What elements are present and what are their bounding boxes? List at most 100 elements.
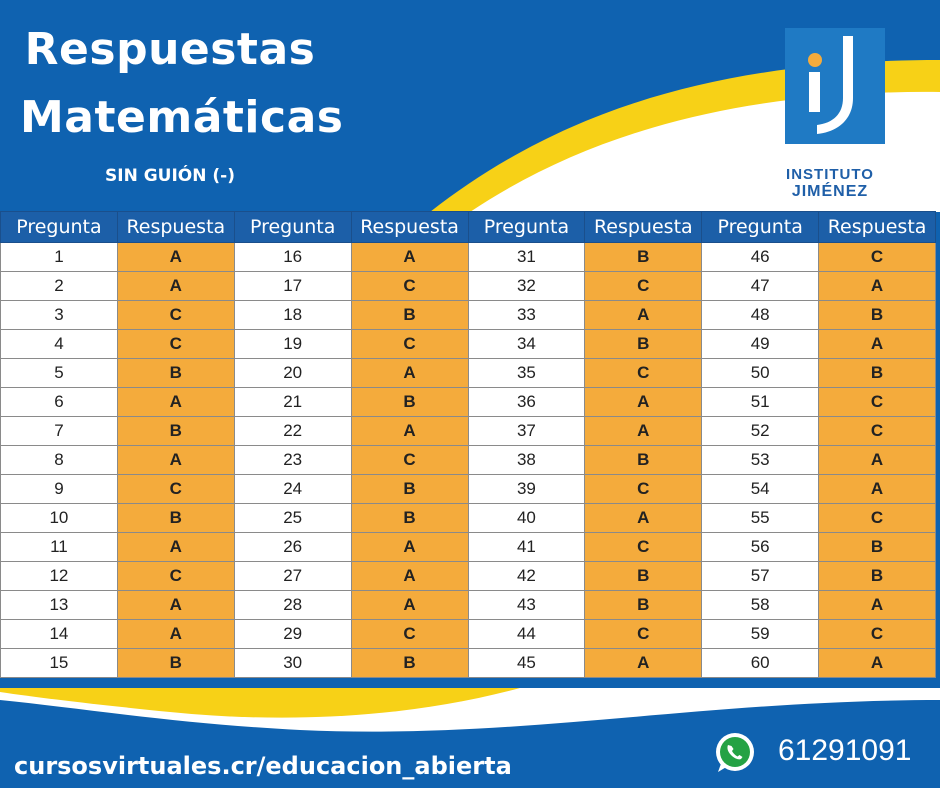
table-row: 5 B 20 A 35 C 50 B — [0, 358, 936, 388]
column-header: Respuesta — [350, 211, 469, 243]
question-number-cell: 30 — [233, 648, 352, 678]
answer-cell: B — [584, 242, 703, 272]
question-number-cell: 27 — [233, 561, 352, 591]
question-number-cell: 56 — [701, 532, 820, 562]
answer-cell: A — [584, 648, 703, 678]
question-number-cell: 12 — [0, 561, 118, 591]
phone-number[interactable]: 61291091 — [778, 734, 912, 767]
question-number-cell: 60 — [701, 648, 820, 678]
question-number-cell: 9 — [0, 474, 118, 504]
answer-cell: A — [350, 590, 469, 620]
answer-cell: B — [116, 416, 235, 446]
question-number-cell: 37 — [467, 416, 586, 446]
answer-cell: A — [818, 590, 936, 620]
answer-cell: C — [818, 619, 936, 649]
answer-cell: B — [116, 648, 235, 678]
answer-cell: C — [350, 445, 469, 475]
question-number-cell: 55 — [701, 503, 820, 533]
question-number-cell: 32 — [467, 271, 586, 301]
table-row: 6 A 21 B 36 A 51 C — [0, 387, 936, 417]
answer-cell: C — [584, 532, 703, 562]
answer-cell: A — [584, 416, 703, 446]
answer-cell: B — [116, 503, 235, 533]
answer-cell: A — [818, 271, 936, 301]
question-number-cell: 19 — [233, 329, 352, 359]
question-number-cell: 25 — [233, 503, 352, 533]
question-number-cell: 38 — [467, 445, 586, 475]
question-number-cell: 58 — [701, 590, 820, 620]
question-number-cell: 22 — [233, 416, 352, 446]
question-number-cell: 39 — [467, 474, 586, 504]
answer-cell: A — [350, 532, 469, 562]
answer-cell: A — [584, 300, 703, 330]
answer-cell: B — [350, 300, 469, 330]
column-header: Respuesta — [818, 211, 936, 243]
answer-cell: A — [116, 532, 235, 562]
table-row: 9 C 24 B 39 C 54 A — [0, 474, 936, 504]
answer-cell: C — [818, 503, 936, 533]
answer-cell: A — [116, 590, 235, 620]
answer-cell: B — [350, 387, 469, 417]
footer-url[interactable]: cursosvirtuales.cr/educacion_abierta — [14, 752, 512, 780]
question-number-cell: 8 — [0, 445, 118, 475]
question-number-cell: 13 — [0, 590, 118, 620]
answer-cell: C — [584, 474, 703, 504]
logo-name-line1: INSTITUTO — [786, 166, 874, 183]
question-number-cell: 49 — [701, 329, 820, 359]
answer-cell: A — [350, 242, 469, 272]
answer-cell: B — [818, 300, 936, 330]
question-number-cell: 40 — [467, 503, 586, 533]
answer-cell: A — [116, 445, 235, 475]
question-number-cell: 24 — [233, 474, 352, 504]
answer-cell: A — [818, 648, 936, 678]
question-number-cell: 47 — [701, 271, 820, 301]
question-number-cell: 41 — [467, 532, 586, 562]
answer-cell: A — [818, 445, 936, 475]
answer-cell: A — [350, 416, 469, 446]
table-row: 4 C 19 C 34 B 49 A — [0, 329, 936, 359]
answer-cell: C — [818, 416, 936, 446]
answer-cell: A — [116, 387, 235, 417]
table-row: 3 C 18 B 33 A 48 B — [0, 300, 936, 330]
question-number-cell: 31 — [467, 242, 586, 272]
table-row: 14 A 29 C 44 C 59 C — [0, 619, 936, 649]
table-row: 15 B 30 B 45 A 60 A — [0, 648, 936, 678]
answer-cell: C — [350, 619, 469, 649]
question-number-cell: 23 — [233, 445, 352, 475]
answer-cell: B — [818, 358, 936, 388]
answer-cell: B — [584, 329, 703, 359]
answer-cell: A — [350, 561, 469, 591]
question-number-cell: 45 — [467, 648, 586, 678]
question-number-cell: 28 — [233, 590, 352, 620]
answer-cell: A — [116, 271, 235, 301]
question-number-cell: 4 — [0, 329, 118, 359]
answers-table: Pregunta Respuesta Pregunta Respuesta Pr… — [0, 211, 936, 678]
answer-cell: B — [818, 532, 936, 562]
answer-cell: B — [584, 561, 703, 591]
question-number-cell: 5 — [0, 358, 118, 388]
answer-cell: C — [584, 619, 703, 649]
column-header: Respuesta — [116, 211, 235, 243]
column-header: Pregunta — [0, 211, 118, 243]
answer-cell: A — [584, 503, 703, 533]
table-row: 13 A 28 A 43 B 58 A — [0, 590, 936, 620]
question-number-cell: 17 — [233, 271, 352, 301]
table-body: 1 A 16 A 31 B 46 C 2 A 17 C 32 C 47 A 3 C 18 B 33 A 48 B 4 C 19 C 34… — [0, 242, 936, 678]
answer-cell: B — [350, 474, 469, 504]
column-header: Pregunta — [467, 211, 586, 243]
page-title-line2: Matemáticas — [20, 92, 344, 143]
question-number-cell: 51 — [701, 387, 820, 417]
question-number-cell: 20 — [233, 358, 352, 388]
question-number-cell: 16 — [233, 242, 352, 272]
question-number-cell: 42 — [467, 561, 586, 591]
question-number-cell: 35 — [467, 358, 586, 388]
answer-cell: A — [818, 329, 936, 359]
question-number-cell: 50 — [701, 358, 820, 388]
question-number-cell: 7 — [0, 416, 118, 446]
answer-cell: B — [584, 445, 703, 475]
question-number-cell: 44 — [467, 619, 586, 649]
answer-cell: C — [116, 329, 235, 359]
page-subtitle: SIN GUIÓN (-) — [105, 166, 235, 186]
answer-cell: B — [116, 358, 235, 388]
answer-cell: C — [584, 358, 703, 388]
